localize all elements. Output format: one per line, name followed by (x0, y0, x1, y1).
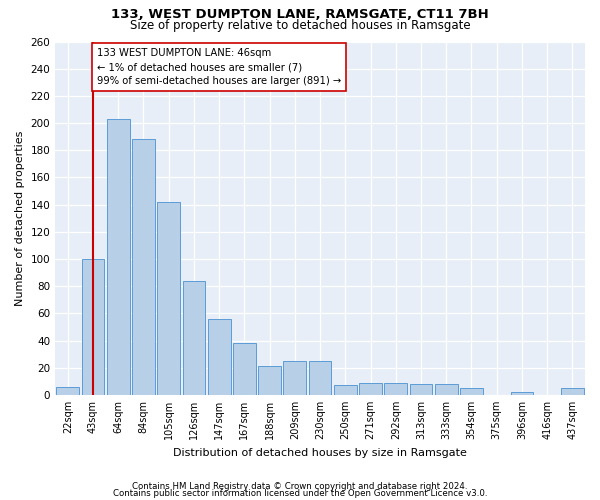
Bar (82, 259, 104, 395)
Bar (132, 140, 155, 395)
Bar (258, 366, 281, 395)
Text: Contains HM Land Registry data © Crown copyright and database right 2024.: Contains HM Land Registry data © Crown c… (132, 482, 468, 491)
Bar (359, 382, 382, 395)
Bar (460, 388, 483, 395)
Y-axis label: Number of detached properties: Number of detached properties (15, 130, 25, 306)
X-axis label: Distribution of detached houses by size in Ramsgate: Distribution of detached houses by size … (173, 448, 467, 458)
Text: Contains public sector information licensed under the Open Government Licence v3: Contains public sector information licen… (113, 490, 487, 498)
Bar (334, 386, 356, 395)
Bar (182, 280, 205, 395)
Bar (309, 361, 331, 395)
Bar (107, 119, 130, 395)
Bar (410, 384, 433, 395)
Bar (233, 344, 256, 395)
Bar (283, 361, 306, 395)
Bar (56, 387, 79, 395)
Bar (511, 392, 533, 395)
Text: Size of property relative to detached houses in Ramsgate: Size of property relative to detached ho… (130, 18, 470, 32)
Bar (435, 384, 458, 395)
Bar (385, 382, 407, 395)
Text: 133, WEST DUMPTON LANE, RAMSGATE, CT11 7BH: 133, WEST DUMPTON LANE, RAMSGATE, CT11 7… (111, 8, 489, 20)
Text: 133 WEST DUMPTON LANE: 46sqm
← 1% of detached houses are smaller (7)
99% of semi: 133 WEST DUMPTON LANE: 46sqm ← 1% of det… (97, 48, 341, 86)
Bar (561, 388, 584, 395)
Bar (208, 319, 230, 395)
Bar (157, 202, 180, 395)
